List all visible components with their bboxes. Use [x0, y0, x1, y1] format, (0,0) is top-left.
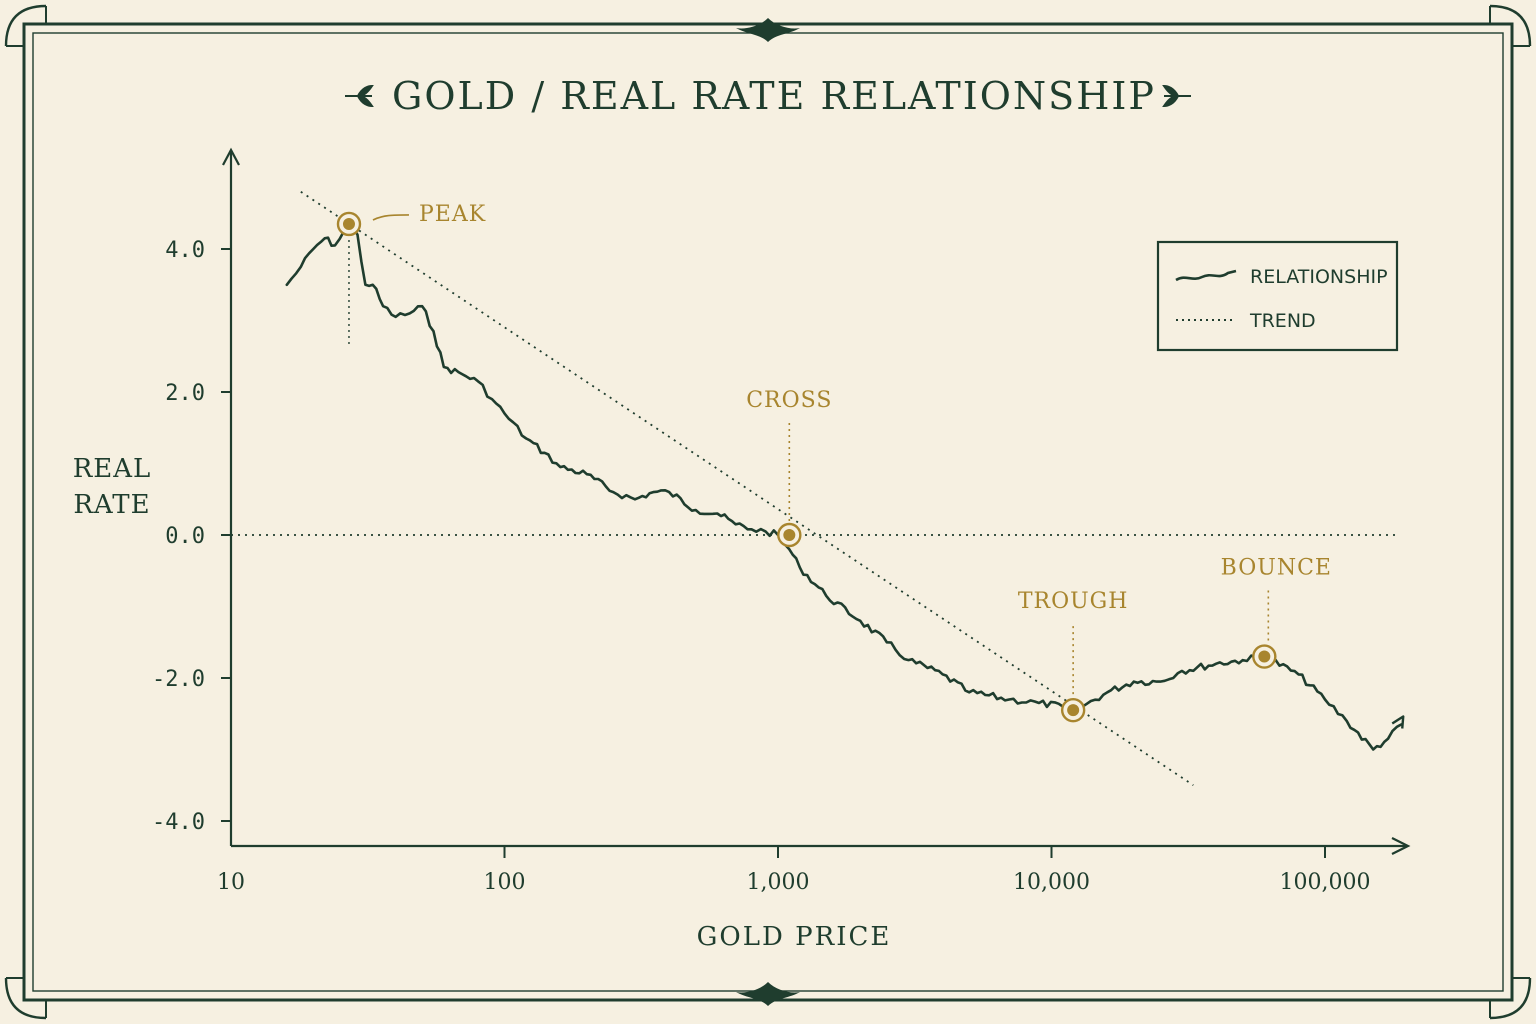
legend-label-trend: TREND: [1249, 310, 1316, 332]
y-tick-label: -2.0: [152, 667, 205, 692]
y-ticks: 4.0 2.0 0.0 -2.0 -4.0: [152, 238, 231, 835]
x-ticks: 10 100 1,000 10,000 100,000: [217, 846, 1370, 895]
y-tick-label: 4.0: [165, 238, 205, 263]
legend-swatch-relationship: [1175, 269, 1237, 282]
y-axis-label-line-1: REAL: [73, 454, 152, 484]
x-tick-label: 10,000: [1013, 870, 1090, 895]
series-end-arrow: [1391, 715, 1405, 729]
y-axis: [222, 147, 240, 846]
title-ornament-right: [1162, 84, 1191, 108]
series-relationship-line: [285, 222, 1403, 751]
annotation-marker-dot: [1067, 704, 1080, 717]
frame-ornament-top: [736, 18, 800, 42]
title-ornament-left: [345, 84, 374, 108]
legend-box: [1156, 240, 1399, 352]
y-axis-label-line-2: RATE: [73, 490, 150, 520]
annotation-marker-dot: [783, 529, 796, 541]
annotation-marker-dot: [1258, 650, 1271, 663]
x-tick-label: 1,000: [747, 870, 810, 895]
series-layer: [285, 191, 1405, 786]
annotation-label: TROUGH: [1018, 589, 1129, 614]
y-tick-label: -4.0: [152, 810, 205, 835]
x-tick-label: 100,000: [1280, 870, 1371, 895]
annotation-label: BOUNCE: [1221, 556, 1332, 581]
legend-label-relationship: RELATIONSHIP: [1250, 266, 1388, 288]
legend: RELATIONSHIP TREND: [1156, 240, 1399, 352]
annotation-marker-dot: [342, 217, 355, 230]
y-tick-label: 2.0: [165, 381, 205, 406]
annotations: PEAK CROSS TROUGH BOUNCE: [336, 202, 1332, 723]
x-axis: [231, 837, 1411, 855]
y-tick-label: 0.0: [165, 524, 205, 549]
x-tick-label: 10: [217, 870, 245, 895]
chart-title: GOLD / REAL RATE RELATIONSHIP: [392, 74, 1156, 118]
annotation-label: CROSS: [746, 388, 832, 413]
annotation-label: PEAK: [419, 202, 486, 227]
series-trend-line: [300, 191, 1194, 786]
x-tick-label: 100: [484, 870, 526, 895]
frame-ornament-bottom: [736, 982, 800, 1006]
x-axis-label: GOLD PRICE: [697, 922, 892, 952]
annotation-leader: [372, 214, 409, 221]
